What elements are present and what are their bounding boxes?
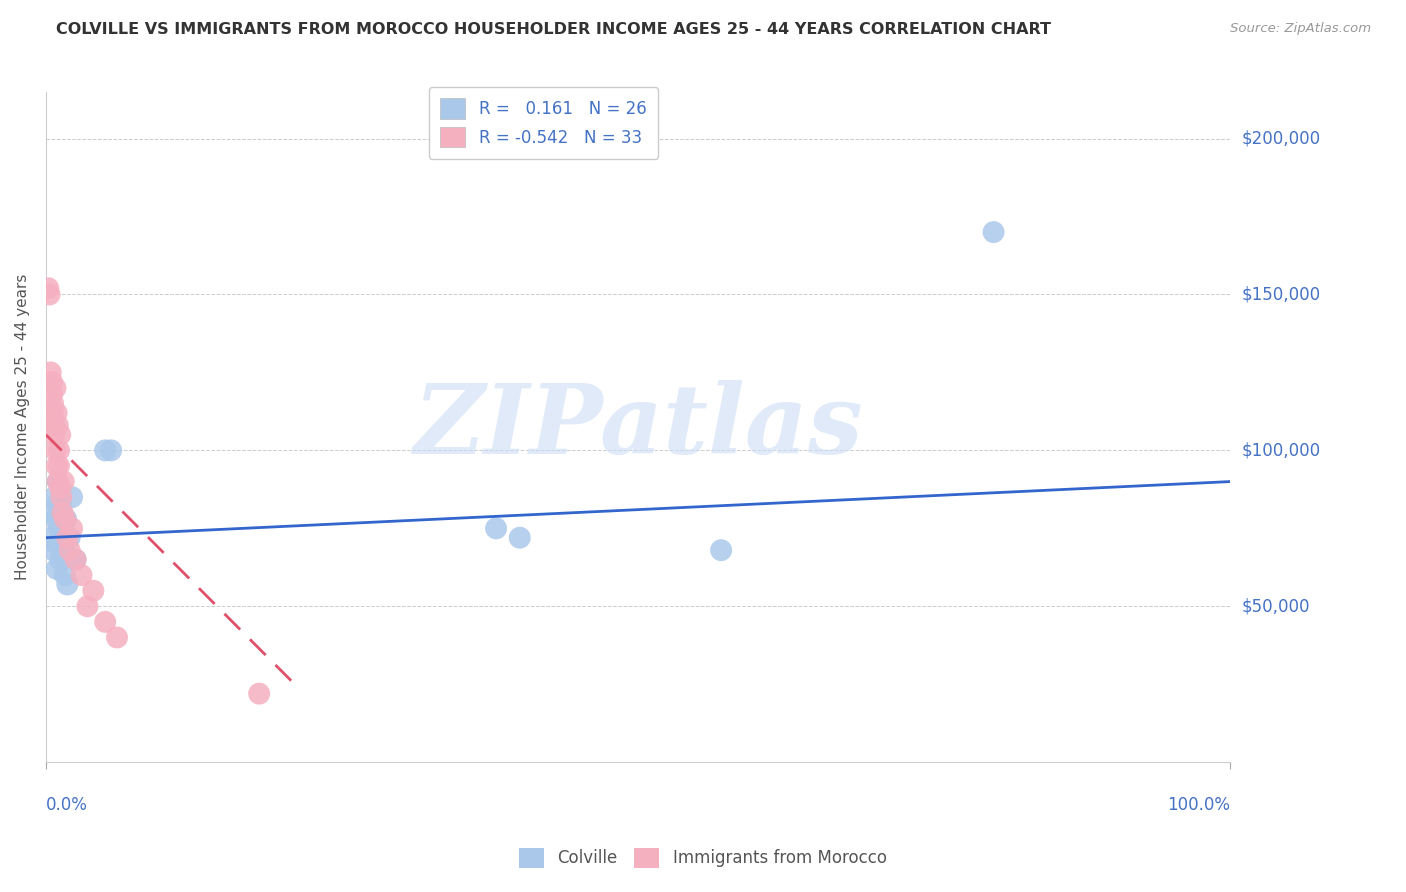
Text: $200,000: $200,000 <box>1241 129 1320 147</box>
Legend: R =   0.161   N = 26, R = -0.542   N = 33: R = 0.161 N = 26, R = -0.542 N = 33 <box>429 87 658 159</box>
Point <box>65 552 87 566</box>
Point <box>509 531 531 545</box>
Point <box>56 531 79 545</box>
Text: 0.0%: 0.0% <box>46 796 87 814</box>
Point <box>60 521 83 535</box>
Point <box>48 521 70 535</box>
Point <box>44 427 66 442</box>
Point <box>94 443 117 458</box>
Point <box>37 281 59 295</box>
Point <box>44 381 66 395</box>
Point <box>44 443 66 458</box>
Point <box>70 568 93 582</box>
Point <box>247 687 270 701</box>
Point <box>45 562 67 576</box>
Point <box>51 500 73 514</box>
Point <box>983 225 1005 239</box>
Text: $150,000: $150,000 <box>1241 285 1320 303</box>
Point <box>44 418 66 433</box>
Point <box>41 506 63 520</box>
Point <box>485 521 508 535</box>
Point <box>48 443 70 458</box>
Point <box>82 583 104 598</box>
Point <box>39 531 62 545</box>
Text: $50,000: $50,000 <box>1241 598 1310 615</box>
Point <box>45 458 67 473</box>
Point <box>46 475 69 489</box>
Text: 100.0%: 100.0% <box>1167 796 1230 814</box>
Point <box>53 568 76 582</box>
Point <box>46 418 69 433</box>
Point <box>55 512 77 526</box>
Point <box>105 631 128 645</box>
Y-axis label: Householder Income Ages 25 - 44 years: Householder Income Ages 25 - 44 years <box>15 274 30 580</box>
Point <box>60 490 83 504</box>
Point <box>45 406 67 420</box>
Point <box>51 506 73 520</box>
Point <box>41 387 63 401</box>
Point <box>42 396 65 410</box>
Point <box>51 531 73 545</box>
Point <box>49 552 72 566</box>
Text: Source: ZipAtlas.com: Source: ZipAtlas.com <box>1230 22 1371 36</box>
Point <box>46 475 69 489</box>
Point <box>53 512 76 526</box>
Point <box>76 599 98 614</box>
Text: $100,000: $100,000 <box>1241 442 1320 459</box>
Point <box>48 458 70 473</box>
Point <box>44 490 66 504</box>
Point <box>56 577 79 591</box>
Point <box>42 543 65 558</box>
Point <box>52 475 75 489</box>
Point <box>38 287 60 301</box>
Point <box>51 490 73 504</box>
Text: COLVILLE VS IMMIGRANTS FROM MOROCCO HOUSEHOLDER INCOME AGES 25 - 44 YEARS CORREL: COLVILLE VS IMMIGRANTS FROM MOROCCO HOUS… <box>56 22 1052 37</box>
Point <box>42 406 65 420</box>
Point <box>710 543 733 558</box>
Point <box>41 375 63 389</box>
Point <box>39 366 62 380</box>
Point <box>59 531 82 545</box>
Point <box>49 427 72 442</box>
Point <box>52 543 75 558</box>
Text: ZIPatlas: ZIPatlas <box>413 380 863 474</box>
Point <box>65 552 87 566</box>
Legend: Colville, Immigrants from Morocco: Colville, Immigrants from Morocco <box>513 841 893 875</box>
Point <box>100 443 122 458</box>
Point <box>94 615 117 629</box>
Point <box>46 496 69 510</box>
Point <box>59 543 82 558</box>
Point <box>49 481 72 495</box>
Point <box>45 537 67 551</box>
Point <box>44 512 66 526</box>
